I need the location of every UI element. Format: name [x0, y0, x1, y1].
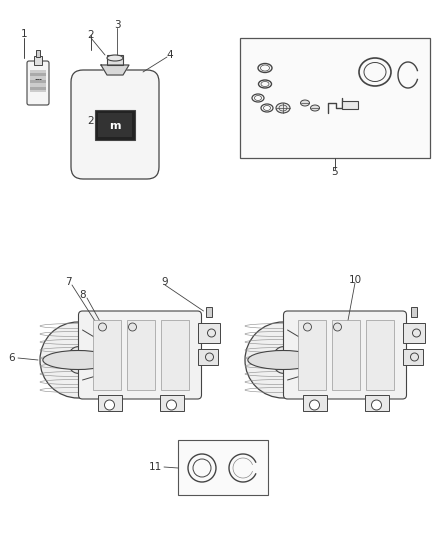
Bar	[95, 110, 135, 140]
Ellipse shape	[166, 400, 177, 410]
Bar	[98, 395, 121, 411]
Bar	[198, 323, 219, 343]
FancyBboxPatch shape	[283, 311, 406, 399]
Bar	[160, 320, 188, 390]
Ellipse shape	[304, 323, 311, 331]
Ellipse shape	[67, 346, 88, 373]
Bar	[107, 55, 123, 65]
Ellipse shape	[73, 354, 83, 366]
Bar	[159, 395, 184, 411]
Bar	[364, 395, 389, 411]
FancyBboxPatch shape	[71, 70, 159, 179]
Bar	[403, 349, 423, 365]
Ellipse shape	[40, 322, 116, 398]
Ellipse shape	[311, 105, 319, 111]
Bar	[178, 440, 268, 495]
Ellipse shape	[128, 323, 137, 331]
Bar	[92, 320, 120, 390]
Ellipse shape	[371, 400, 381, 410]
Bar	[198, 349, 218, 365]
Ellipse shape	[333, 323, 342, 331]
Bar	[303, 395, 326, 411]
Ellipse shape	[248, 351, 318, 369]
Text: 3: 3	[114, 20, 120, 30]
Bar	[34, 56, 42, 65]
Text: 2: 2	[88, 30, 94, 40]
Bar	[30, 73, 46, 76]
Bar	[332, 320, 360, 390]
Text: 9: 9	[162, 277, 168, 287]
Bar	[36, 50, 40, 57]
Bar	[98, 113, 132, 137]
Text: 2: 2	[88, 116, 94, 126]
Ellipse shape	[105, 400, 114, 410]
Ellipse shape	[272, 346, 293, 373]
Text: 8: 8	[80, 290, 86, 300]
FancyBboxPatch shape	[27, 61, 49, 105]
Ellipse shape	[310, 400, 319, 410]
Ellipse shape	[300, 100, 310, 106]
Bar	[205, 307, 212, 317]
Bar	[342, 101, 358, 109]
Bar	[240, 38, 430, 158]
Text: 7: 7	[65, 277, 71, 287]
Text: 5: 5	[332, 167, 338, 177]
Text: 11: 11	[149, 462, 162, 472]
Ellipse shape	[107, 55, 123, 61]
Text: m: m	[34, 78, 42, 84]
Polygon shape	[101, 65, 129, 75]
Ellipse shape	[245, 322, 321, 398]
Ellipse shape	[276, 103, 290, 113]
Bar	[30, 80, 46, 83]
Bar	[127, 320, 155, 390]
Ellipse shape	[43, 351, 113, 369]
Text: 4: 4	[167, 50, 173, 60]
Bar	[30, 87, 46, 90]
Text: 1: 1	[21, 29, 27, 39]
Bar	[297, 320, 325, 390]
Bar	[410, 307, 417, 317]
Text: 6: 6	[9, 353, 15, 363]
Text: 10: 10	[349, 275, 361, 285]
Ellipse shape	[99, 323, 106, 331]
Ellipse shape	[278, 354, 288, 366]
Text: m: m	[109, 121, 121, 131]
Text: m: m	[109, 121, 121, 131]
FancyBboxPatch shape	[78, 311, 201, 399]
Bar	[403, 323, 424, 343]
Bar	[30, 70, 46, 92]
Bar	[365, 320, 393, 390]
